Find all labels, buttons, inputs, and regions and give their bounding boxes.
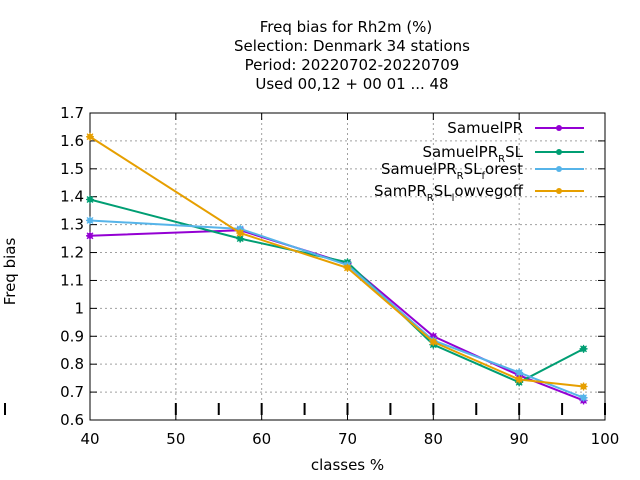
point-star (86, 195, 94, 204)
y-tick-label: 1.2 (60, 244, 84, 262)
point-star (429, 337, 438, 346)
data-point (86, 132, 94, 141)
x-tick-label: 50 (166, 430, 185, 448)
series-group (86, 132, 588, 405)
legend-swatch-point (556, 125, 562, 131)
x-tick-label: 40 (80, 430, 99, 448)
data-point (236, 234, 245, 243)
y-tick-label: 1.7 (60, 104, 84, 122)
data-point (429, 337, 438, 346)
legend-entry-4: SamPRRSLlowvegoff (374, 182, 584, 204)
series-3 (86, 216, 588, 402)
x-tick-label: 100 (591, 430, 620, 448)
point-star (343, 263, 352, 272)
title-line-3: Period: 20220702-20220709 (245, 56, 460, 74)
legend-label: SamuelPRRSL (422, 143, 523, 165)
legend-text-part: orest (485, 160, 523, 178)
data-point (579, 382, 588, 391)
data-point (86, 195, 94, 204)
x-tick-label: 60 (252, 430, 271, 448)
y-tick-label: 1 (74, 299, 84, 317)
y-tick-label: 0.8 (60, 355, 84, 373)
legend-text-part: SL (464, 160, 483, 178)
data-point (515, 368, 524, 377)
point-star (86, 132, 94, 141)
legend-text-part: SamuelPR (422, 143, 498, 161)
data-point (236, 229, 245, 238)
legend-text-part: l (452, 193, 455, 204)
axis-ticks (89, 112, 606, 421)
point-star (579, 382, 588, 391)
point-star (579, 393, 588, 402)
legend-text-part: R (457, 171, 464, 182)
point-star (515, 375, 524, 384)
data-point (343, 263, 352, 272)
legend-entry-3: SamuelPRRSLforest (381, 160, 584, 182)
point-star (86, 231, 94, 240)
point-star (86, 216, 94, 225)
tick-labels: 0.6 0.7 0.8 0.9 1 1.1 1.2 1.3 1.4 1.5 1.6 1.7 40 50 60… (60, 104, 619, 448)
legend-entry-2: SamuelPRRSL (422, 143, 584, 165)
point-star (515, 368, 524, 377)
legend-swatch-point (556, 188, 562, 194)
point-star (236, 224, 245, 233)
legend-label: SamPRRSLlowvegoff (374, 182, 524, 204)
point-star (579, 344, 588, 353)
x-tick-label: 80 (424, 430, 443, 448)
legend-text-part: SL (505, 143, 524, 161)
legend-label: SamuelPR (447, 119, 523, 137)
y-tick-label: 1.1 (60, 271, 84, 289)
legend-label: SamuelPRRSLforest (381, 160, 523, 182)
chart-title: Freq bias for Rh2m (%) Selection: Denmar… (234, 18, 470, 93)
y-tick-label: 1.4 (60, 188, 84, 206)
data-point (86, 231, 94, 240)
y-tick-label: 0.6 (60, 411, 84, 429)
y-tick-label: 0.9 (60, 327, 84, 345)
class-markers (4, 403, 606, 415)
y-axis-label: Freq bias (1, 238, 19, 306)
legend-text-part: SamuelPR (381, 160, 457, 178)
legend-swatch-point (556, 166, 562, 172)
legend-text-part: f (482, 171, 486, 182)
data-point (429, 332, 438, 341)
y-tick-label: 1.5 (60, 160, 84, 178)
title-line-4: Used 00,12 + 00 01 ... 48 (255, 75, 448, 93)
legend-text-part: owvegoff (454, 182, 523, 200)
data-point (515, 375, 524, 384)
legend-text-part: SamPR (374, 182, 427, 200)
title-line-1: Freq bias for Rh2m (%) (260, 18, 433, 36)
legend-text-part: SamuelPR (447, 119, 523, 137)
data-point (579, 393, 588, 402)
series-line (89, 219, 584, 399)
x-axis-label: classes % (311, 456, 384, 474)
x-tick-label: 90 (510, 430, 529, 448)
title-line-2: Selection: Denmark 34 stations (234, 37, 470, 55)
data-point (579, 344, 588, 353)
y-tick-label: 1.6 (60, 132, 84, 150)
y-tick-label: 1.3 (60, 216, 84, 234)
point-star (236, 234, 245, 243)
series-line (89, 198, 585, 384)
series-line (89, 135, 584, 388)
legend-text-part: R (498, 154, 505, 165)
legend-text-part: R (427, 193, 434, 204)
point-star (429, 332, 438, 341)
series-4 (86, 132, 588, 391)
legend-text-part: SL (434, 182, 453, 200)
legend-entry-1: SamuelPR (447, 119, 584, 137)
point-star (236, 229, 245, 238)
legend-swatch-point (556, 149, 562, 155)
data-point (86, 216, 94, 225)
data-point (236, 224, 245, 233)
y-tick-label: 0.7 (60, 383, 84, 401)
legend: SamuelPRSamuelPRRSLSamuelPRRSLforestSamP… (374, 119, 584, 204)
x-tick-label: 70 (338, 430, 357, 448)
